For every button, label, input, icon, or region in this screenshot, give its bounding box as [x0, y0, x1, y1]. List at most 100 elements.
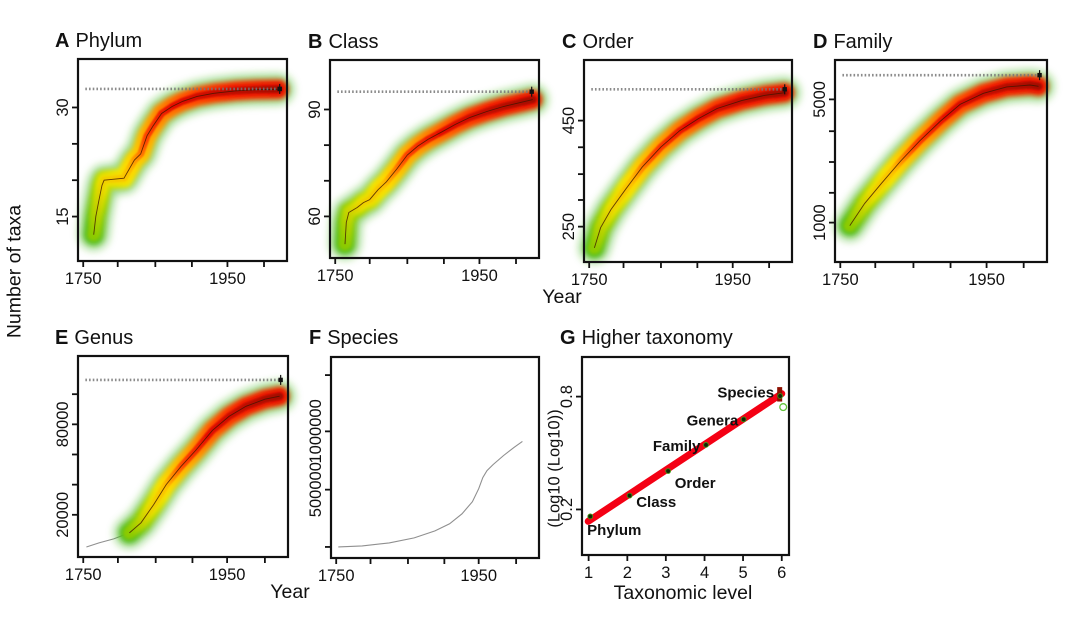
y-tick-label: 500000 — [307, 462, 325, 517]
data-point-class — [626, 492, 633, 499]
x-tick-label: 1750 — [571, 271, 608, 289]
panel-f-letter: F — [309, 327, 322, 349]
y-tick-label: 20000 — [54, 492, 72, 538]
panel-e-letter: E — [55, 327, 69, 349]
y-tick-label: 60 — [306, 207, 324, 225]
y-tick-label: 0.8 — [558, 385, 576, 408]
x-tick-label: 1750 — [65, 270, 102, 288]
asymptote-end-marker — [1037, 72, 1042, 78]
panel-b-letter: B — [308, 31, 323, 53]
asymptote-end-marker — [278, 377, 283, 383]
point-label-order: Order — [675, 475, 716, 492]
panel-b-title: B Class — [308, 31, 378, 54]
plot-box — [76, 57, 289, 263]
panel-g-title: G Higher taxonomy — [560, 327, 733, 350]
accumulation-curve-line — [593, 92, 785, 249]
data-point-phylum — [587, 513, 594, 520]
panel-d-plot: 1750 1950 5000 1000 — [811, 58, 1054, 289]
panel-b-plot: 1750 1950 90 60 — [306, 58, 548, 285]
asymptote-end-marker — [782, 87, 787, 92]
accumulation-curve-line — [93, 88, 279, 235]
x-tick-label: 1950 — [714, 271, 751, 289]
accumulation-curve-line — [344, 99, 533, 245]
x-axis-label-top-row: Year — [542, 286, 582, 308]
y-tick-label: 80000 — [54, 401, 72, 447]
plot-box — [580, 355, 791, 557]
panel-g-x-axis-label: Taxonomic level — [613, 582, 753, 604]
panel-d-letter: D — [813, 31, 828, 53]
y-tick-label: 250 — [560, 213, 578, 241]
x-tick-label: 2 — [623, 564, 632, 582]
panel-g-name: Higher taxonomy — [581, 327, 733, 349]
x-tick-label: 1950 — [968, 271, 1005, 289]
x-tick-label: 1950 — [460, 567, 497, 585]
point-label-class: Class — [636, 494, 676, 511]
asymptote-end-marker — [277, 86, 282, 92]
data-point-genera — [740, 416, 747, 423]
plot-box — [76, 354, 290, 559]
y-tick-label: 15 — [54, 207, 72, 225]
panel-g-letter: G — [560, 327, 576, 349]
panel-e-title: E Genus — [55, 327, 133, 350]
panel-a-title: A Phylum — [55, 30, 142, 53]
x-axis-label-bottom-row: Year — [270, 581, 310, 603]
shared-y-axis-label: Number of taxa — [3, 204, 26, 339]
panel-f-name: Species — [327, 327, 399, 349]
y-tick-label: 90 — [306, 100, 324, 118]
panel-d-name: Family — [833, 31, 893, 53]
x-tick-label: 1950 — [461, 267, 498, 285]
y-tick-label: 5000 — [811, 81, 829, 118]
x-tick-label: 3 — [661, 564, 670, 582]
panel-c-plot: 1750 1950 450 250 — [560, 58, 800, 289]
density-band-layer — [330, 84, 548, 260]
plot-box — [582, 58, 794, 264]
accumulation-curve-line — [129, 395, 280, 534]
regression-line — [584, 390, 786, 525]
x-tick-label: 1750 — [318, 567, 355, 585]
asymptote-end-marker — [529, 89, 534, 94]
y-tick-label: 30 — [54, 98, 72, 116]
panel-g-y-axis-label: (Log10 (Log10)) — [545, 409, 564, 528]
plot-box — [833, 58, 1049, 264]
y-tick-label: 450 — [560, 107, 578, 135]
panel-d-title: D Family — [813, 31, 892, 54]
panel-b-name: Class — [328, 31, 379, 53]
plot-box — [329, 355, 541, 560]
accumulation-curve-line — [338, 440, 523, 548]
point-label-genera: Genera — [687, 413, 739, 430]
panel-a-letter: A — [55, 30, 70, 52]
panel-a-plot: 1750 1950 30 15 — [54, 57, 294, 288]
x-tick-label: 1750 — [317, 267, 354, 285]
open-circle-marker — [779, 403, 788, 412]
panel-e-plot: 1750 1950 80000 20000 — [54, 354, 295, 584]
point-label-family: Family — [653, 438, 701, 455]
x-tick-label: 1950 — [209, 270, 246, 288]
point-label-phylum: Phylum — [587, 522, 641, 539]
panel-c-title: C Order — [562, 31, 634, 54]
x-tick-label: 1750 — [822, 271, 859, 289]
x-tick-label: 4 — [700, 564, 709, 582]
data-point-family — [703, 442, 709, 448]
y-tick-label: 1000 — [811, 204, 829, 241]
x-tick-label: 6 — [777, 564, 786, 582]
x-tick-label: 1750 — [65, 566, 102, 584]
data-point-species — [777, 393, 783, 399]
panel-f-title: F Species — [309, 327, 398, 350]
panel-c-name: Order — [582, 31, 634, 53]
plot-box — [328, 58, 541, 260]
y-tick-label: 0.2 — [558, 498, 576, 521]
accumulation-curve-line — [849, 84, 1039, 226]
x-tick-label: 5 — [738, 564, 747, 582]
density-band-layer — [78, 74, 294, 250]
panel-c-letter: C — [562, 31, 577, 53]
data-point-order — [665, 468, 671, 474]
x-tick-label: 1 — [584, 564, 593, 582]
panel-a-name: Phylum — [75, 30, 143, 52]
point-label-species: Species — [717, 385, 774, 402]
panel-e-name: Genus — [74, 327, 134, 349]
y-tick-label: 1000000 — [307, 399, 325, 463]
x-tick-label: 1950 — [209, 566, 246, 584]
